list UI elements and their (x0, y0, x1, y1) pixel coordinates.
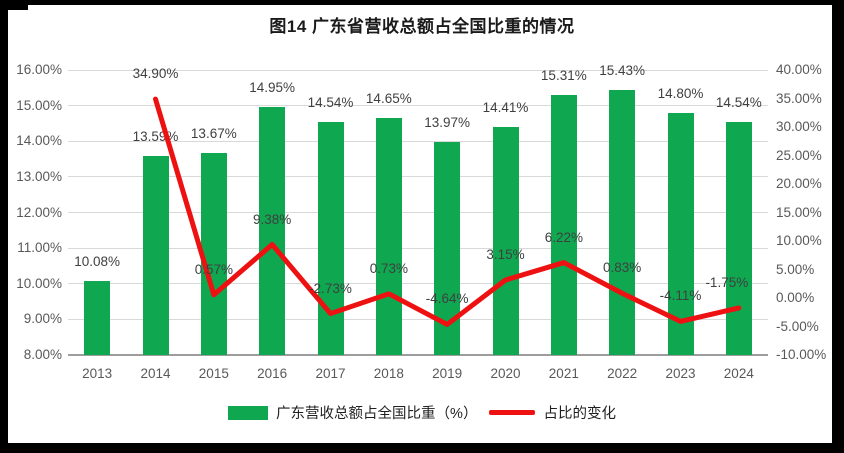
screen-edge-top-left (0, 0, 28, 10)
line-value-label: 0.73% (369, 260, 408, 276)
gridline (68, 69, 768, 71)
bar (725, 122, 752, 355)
screen-edge-bottom (0, 443, 844, 453)
gridline (68, 247, 768, 249)
y-axis-tick-label-left: 12.00% (16, 204, 62, 220)
x-axis-label: 2024 (723, 366, 754, 381)
bar (142, 155, 169, 355)
bar-value-label: 14.65% (365, 91, 412, 107)
gridline (68, 176, 768, 178)
y-axis-tick-label-left: 9.00% (23, 311, 62, 327)
chart-legend: 广东营收总额占全国比重（%） 占比的变化 (0, 402, 844, 423)
line-value-label: -2.73% (309, 280, 352, 296)
bar (375, 118, 402, 355)
y-axis-tick-label-right: 5.00% (776, 261, 815, 277)
y-axis-tick-label-right: 0.00% (776, 290, 815, 305)
y-axis-tick-label-left: 10.00% (16, 275, 62, 291)
line-value-label: -1.75% (705, 274, 749, 290)
bar (317, 122, 344, 355)
bar (84, 280, 111, 355)
x-axis-label: 2021 (548, 366, 579, 381)
x-axis-label: 2013 (82, 366, 113, 381)
y-axis-tick-label-left: 13.00% (16, 168, 62, 184)
gridline (68, 212, 768, 213)
line-value-label: -4.64% (425, 291, 469, 307)
bar-value-label: 13.97% (424, 115, 471, 131)
bar-value-label: 14.41% (482, 99, 529, 115)
bar (200, 153, 227, 355)
x-axis-label: 2022 (607, 366, 638, 381)
bar-value-label: 14.54% (715, 95, 762, 110)
screen-edge-right (832, 0, 844, 453)
y-axis-tick-label-right: 25.00% (776, 147, 822, 163)
x-axis-line (68, 354, 768, 356)
bar-value-label: 10.08% (74, 253, 121, 269)
screen-edge-left (0, 0, 8, 453)
y-axis-tick-label-left: 14.00% (16, 133, 62, 149)
x-axis-label: 2023 (665, 366, 696, 381)
gridline (68, 318, 768, 320)
y-axis-tick-label-right: 15.00% (776, 204, 822, 220)
line-value-label: 0.57% (194, 261, 233, 277)
bar-value-label: 14.95% (249, 80, 296, 96)
line-value-label: 9.38% (253, 211, 292, 227)
bar-value-label: 15.43% (599, 63, 646, 79)
bar (550, 94, 577, 355)
y-axis-tick-label-left: 11.00% (17, 240, 62, 256)
x-axis-label: 2016 (257, 366, 288, 381)
bar-value-label: 13.67% (190, 126, 237, 141)
y-axis-tick-label-right: 35.00% (776, 90, 822, 106)
line-value-label: 6.22% (544, 229, 583, 245)
legend-item-bar-series: 广东营收总额占全国比重（%） (228, 402, 477, 423)
line-series-swatch-icon (489, 410, 536, 415)
x-axis-label: 2018 (373, 366, 404, 381)
bar (667, 112, 694, 355)
bar (609, 90, 636, 355)
y-axis-tick-label-right: -5.00% (776, 318, 819, 334)
x-axis-label: 2014 (140, 366, 171, 381)
line-value-label: 3.15% (486, 247, 525, 263)
y-axis-tick-label-right: 40.00% (776, 62, 822, 77)
bar (259, 107, 286, 355)
x-axis-label: 2019 (432, 366, 463, 381)
bar-series-swatch-icon (228, 405, 269, 420)
bar (492, 126, 519, 355)
line-value-label: 34.90% (132, 66, 179, 82)
y-axis-tick-label-right: 10.00% (776, 233, 822, 248)
bar (434, 142, 461, 355)
line-value-label: 0.83% (603, 260, 642, 276)
bar-value-label: 15.31% (540, 67, 587, 83)
gridline (68, 283, 768, 285)
y-axis-tick-label-left: 16.00% (16, 62, 62, 77)
y-axis-tick-label-left: 8.00% (23, 347, 62, 362)
y-axis-tick-label-left: 15.00% (16, 97, 62, 113)
chart-title: 图14 广东省营收总额占全国比重的情况 (269, 17, 575, 36)
y-axis-tick-label-right: 20.00% (776, 176, 822, 191)
line-value-label: -4.11% (659, 288, 702, 304)
screen-edge-top (0, 0, 844, 5)
x-axis-label: 2020 (490, 366, 521, 381)
y-axis-tick-label-right: -10.00% (776, 347, 827, 362)
legend-label-line-series: 占比的变化 (543, 406, 616, 422)
y-axis-tick-label-right: 30.00% (776, 119, 822, 134)
x-axis-label: 2017 (315, 366, 346, 381)
x-axis-label: 2015 (198, 366, 229, 381)
legend-label-bar-series: 广东营收总额占全国比重（%） (276, 406, 478, 422)
legend-item-line-series: 占比的变化 (489, 402, 616, 423)
